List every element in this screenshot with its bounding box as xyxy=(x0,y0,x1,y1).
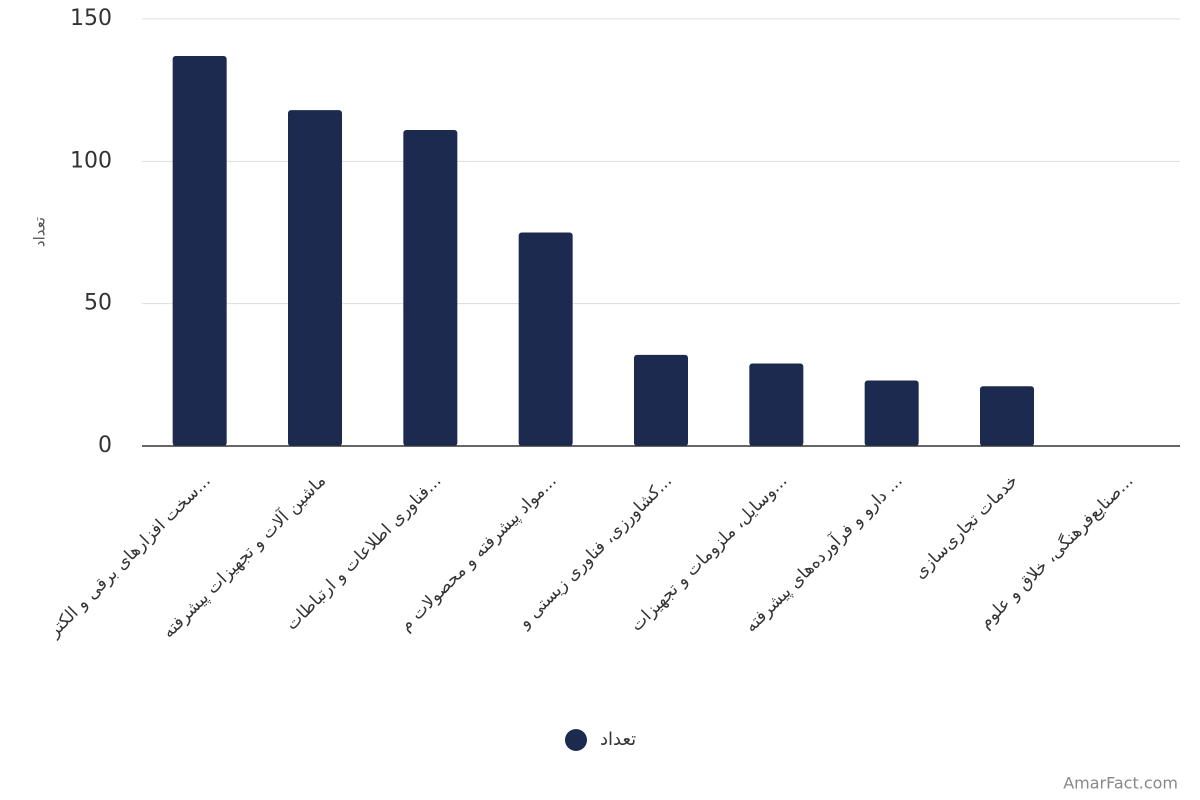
y-axis-label: تعداد xyxy=(31,217,49,247)
legend-label: تعداد xyxy=(600,729,636,750)
bar xyxy=(749,363,804,446)
bar xyxy=(172,56,227,447)
bar xyxy=(634,354,688,446)
bar xyxy=(864,380,919,446)
bar xyxy=(403,130,458,446)
x-tick-label: خدمات تجاری‌سازی xyxy=(910,471,1022,583)
legend-marker xyxy=(565,729,587,751)
y-tick-label: 50 xyxy=(84,291,112,316)
watermark: AmarFact.com xyxy=(1063,774,1178,793)
bar xyxy=(980,386,1034,446)
bar xyxy=(518,232,573,446)
y-tick-label: 150 xyxy=(70,6,112,31)
y-tick-label: 0 xyxy=(98,433,112,458)
bar xyxy=(288,110,342,447)
y-tick-label: 100 xyxy=(70,148,112,173)
